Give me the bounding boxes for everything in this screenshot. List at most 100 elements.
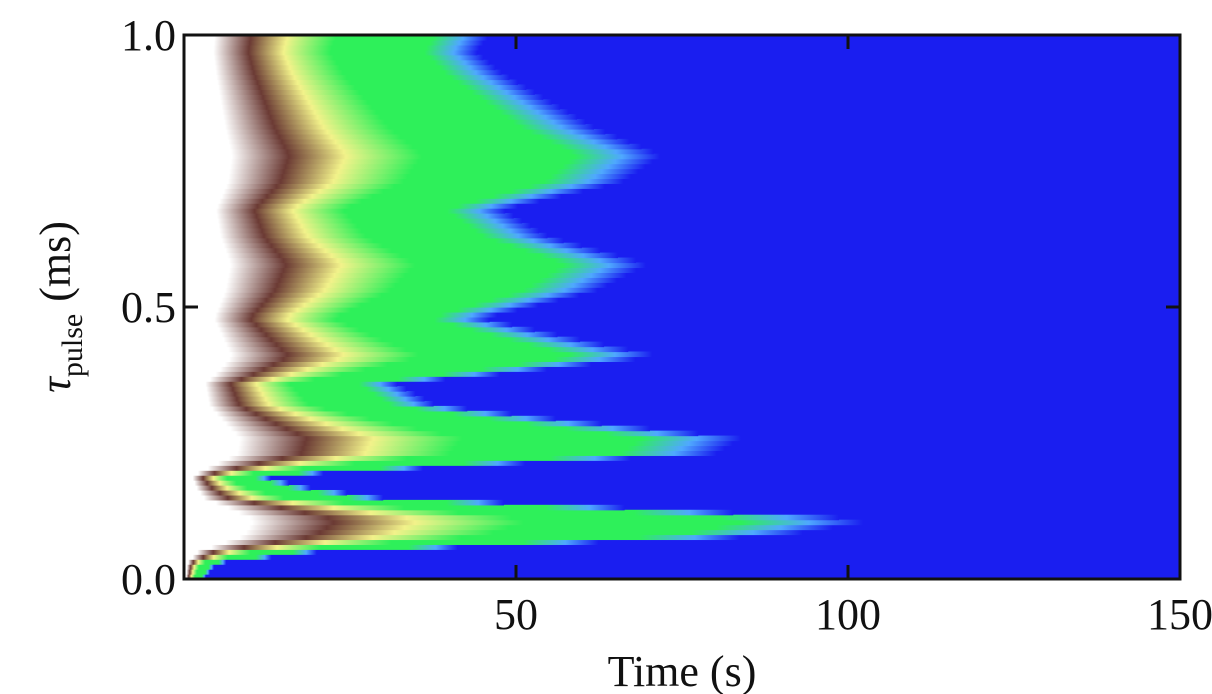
heatmap-row — [184, 564, 214, 570]
heatmap-row — [184, 94, 544, 100]
x-axis-label: Time (s) — [608, 647, 757, 694]
y-axis-ticks: 0.0 0.5 1.0 — [121, 11, 1180, 604]
heatmap-row — [184, 148, 654, 155]
heatmap-row — [184, 336, 581, 343]
heatmap-row — [184, 391, 416, 397]
heatmap-layer — [184, 35, 1180, 579]
heatmap-row — [184, 49, 478, 56]
heatmap-row — [184, 346, 629, 353]
heatmap-row — [184, 386, 407, 392]
heatmap-row — [184, 494, 384, 501]
heatmap-row — [184, 475, 271, 481]
heatmap-row — [184, 415, 556, 422]
heatmap-row — [184, 168, 639, 175]
heatmap-row — [184, 396, 425, 402]
heatmap-row — [184, 524, 833, 531]
heatmap-row — [184, 455, 631, 461]
heatmap-row — [184, 371, 500, 377]
heatmap-row — [184, 74, 510, 81]
heatmap-row — [184, 114, 578, 120]
heatmap-row — [184, 470, 324, 476]
heatmap-row — [184, 287, 598, 293]
heatmap-row — [184, 59, 490, 66]
heatmap-row — [184, 361, 592, 367]
heatmap-row — [184, 163, 646, 170]
heatmap-row — [184, 183, 605, 189]
x-tick-label: 100 — [815, 590, 881, 639]
heatmap-row — [184, 499, 504, 506]
heatmap-row — [184, 35, 488, 41]
heatmap-row — [184, 262, 646, 269]
heatmap-row — [184, 534, 740, 541]
heatmap-row — [184, 420, 602, 427]
heatmap-row — [184, 450, 717, 456]
heatmap-row — [184, 222, 531, 229]
heatmap-row — [184, 84, 527, 90]
heatmap-row — [184, 188, 584, 194]
heatmap-row — [184, 321, 513, 328]
heatmap-row — [184, 435, 741, 442]
heatmap-row — [184, 54, 484, 61]
heatmap-row — [184, 410, 512, 417]
heatmap-row — [184, 208, 506, 214]
heatmap-row — [184, 366, 547, 372]
heatmap-row — [184, 425, 651, 432]
heatmap-row — [184, 282, 608, 288]
heatmap-row — [184, 143, 642, 150]
heatmap-row — [184, 217, 523, 224]
heatmap-row — [184, 99, 552, 105]
heatmap-row — [184, 430, 699, 437]
heatmap-row — [184, 460, 526, 466]
heatmap-row — [184, 277, 617, 283]
heatmap-row — [184, 316, 490, 323]
heatmap-row — [184, 267, 637, 273]
heatmap-row — [184, 445, 725, 452]
heatmap-row — [184, 351, 653, 358]
x-axis-ticks: 50 100 150 — [182, 35, 1212, 639]
y-tick-label: 1.0 — [121, 11, 176, 60]
y-axis-label-symbol: τ — [31, 375, 80, 393]
heatmap-row — [184, 119, 586, 125]
heatmap-row — [184, 544, 458, 550]
heatmap-row — [184, 381, 398, 387]
heatmap-row — [184, 178, 624, 184]
heatmap-row — [184, 326, 535, 333]
heatmap-row — [184, 272, 627, 278]
heatmap-row — [184, 153, 660, 160]
heatmap-row — [184, 124, 594, 130]
heatmap-row — [184, 331, 558, 338]
heatmap-row — [184, 504, 625, 511]
heatmap-row — [184, 559, 227, 565]
heatmap-row — [184, 213, 514, 219]
heatmap-row — [184, 109, 569, 115]
heatmap-row — [184, 440, 733, 447]
heatmap-row — [184, 203, 518, 209]
y-tick-label: 0.0 — [121, 555, 176, 604]
heatmap-row — [184, 574, 206, 579]
heatmap-row — [184, 509, 734, 516]
y-axis-label: τpulse (ms) — [31, 221, 89, 393]
heatmap-row — [184, 44, 480, 51]
heatmap-row — [184, 138, 630, 145]
svg-text:τpulse(ms): τpulse (ms) — [31, 221, 89, 393]
heatmap-row — [184, 569, 210, 575]
heatmap-row — [184, 356, 636, 362]
heatmap-row — [184, 247, 600, 254]
y-axis-label-unit: (ms) — [31, 221, 80, 302]
heatmap-row — [184, 307, 518, 313]
heatmap-row — [184, 489, 347, 496]
heatmap-row — [184, 311, 498, 318]
heatmap-row — [184, 252, 619, 259]
heatmap-row — [184, 69, 502, 76]
heatmap-row — [184, 104, 561, 110]
y-axis-label-subscript: pulse — [56, 314, 89, 377]
heatmap-row — [184, 237, 564, 244]
heatmap-row — [184, 485, 311, 491]
heatmap-row — [184, 133, 618, 140]
heatmap-row — [184, 465, 424, 471]
heatmap-row — [184, 128, 606, 135]
heatmap-row — [184, 227, 540, 234]
heatmap-row — [184, 514, 839, 521]
heatmap-row — [184, 376, 446, 382]
